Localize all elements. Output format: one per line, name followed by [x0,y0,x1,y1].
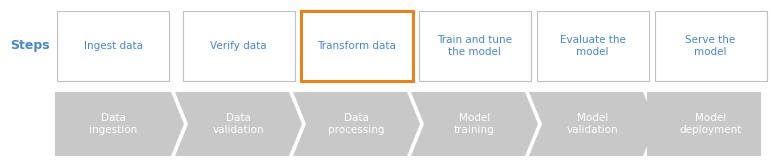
Text: Model
training: Model training [454,113,495,135]
FancyBboxPatch shape [537,11,648,81]
Text: Data
validation: Data validation [213,113,264,135]
Polygon shape [55,92,184,156]
Text: Verify data: Verify data [210,41,267,51]
Text: Data
ingestion: Data ingestion [89,113,137,135]
Polygon shape [293,92,420,156]
Text: Evaluate the
model: Evaluate the model [560,35,625,57]
FancyBboxPatch shape [183,11,295,81]
Text: Transform data: Transform data [317,41,396,51]
FancyBboxPatch shape [419,11,530,81]
Text: Ingest data: Ingest data [83,41,143,51]
FancyBboxPatch shape [57,11,169,81]
Text: Train and tune
the model: Train and tune the model [437,35,512,57]
Polygon shape [647,92,761,156]
Text: Serve the
model: Serve the model [685,35,736,57]
Polygon shape [529,92,656,156]
Polygon shape [175,92,302,156]
Text: Model
deployment: Model deployment [679,113,742,135]
Text: Model
validation: Model validation [567,113,618,135]
Polygon shape [411,92,538,156]
Text: Steps: Steps [10,40,49,52]
FancyBboxPatch shape [301,11,412,81]
Text: Data
processing: Data processing [328,113,385,135]
FancyBboxPatch shape [655,11,766,81]
